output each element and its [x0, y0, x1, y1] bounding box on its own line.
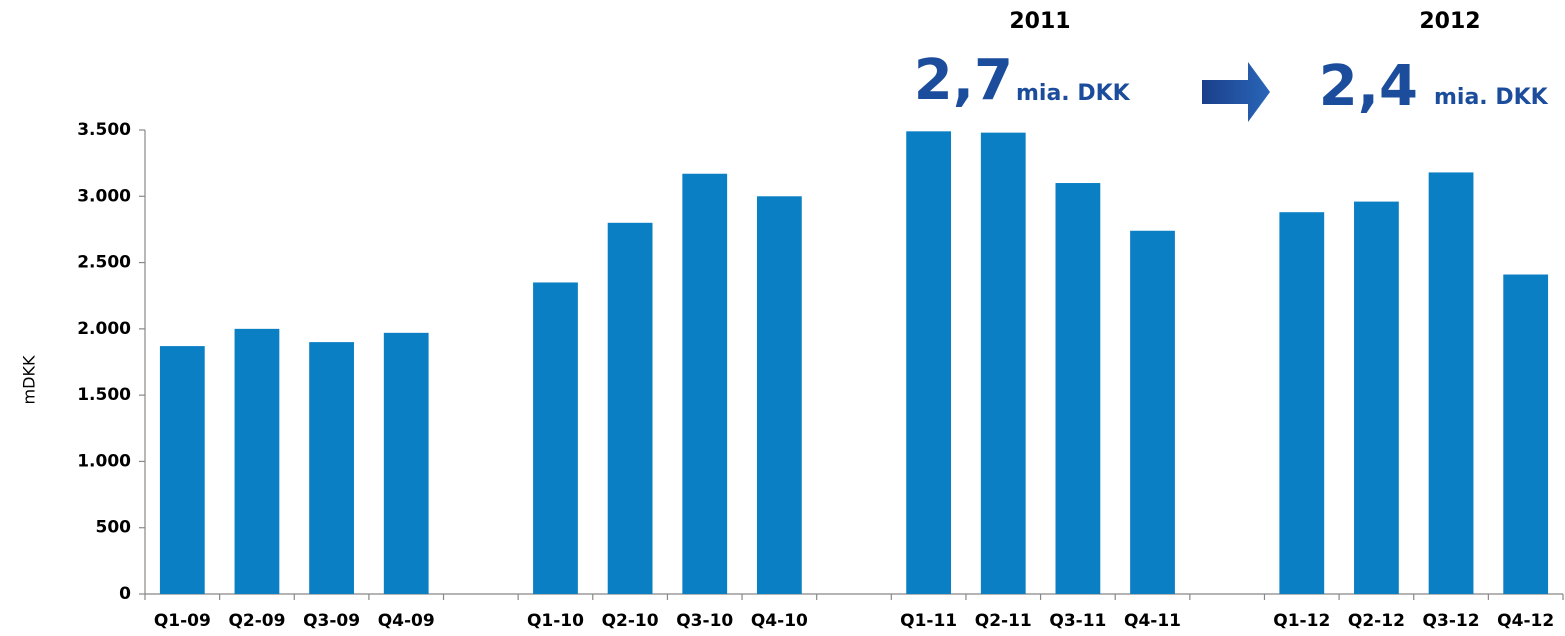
- x-tick-label: Q2-10: [602, 611, 659, 631]
- x-tick-label: Q1-10: [527, 611, 584, 631]
- x-tick-label: Q1-09: [154, 611, 211, 631]
- bar: [756, 196, 802, 595]
- annotation-value: 2,7: [914, 48, 1013, 113]
- x-tick-label: Q3-11: [1049, 611, 1106, 631]
- x-tick-label: Q3-12: [1423, 611, 1480, 631]
- y-tick-label: 2.500: [77, 253, 131, 273]
- bar: [1130, 230, 1175, 595]
- annotation-unit: mia. DKK: [1016, 81, 1131, 106]
- y-tick-label: 500: [96, 518, 132, 538]
- x-tick-label: Q3-10: [676, 611, 733, 631]
- y-tick-label: 1.000: [77, 451, 131, 471]
- bar: [1279, 212, 1325, 595]
- annotation-unit: mia. DKK: [1434, 85, 1549, 110]
- bar: [1055, 183, 1101, 594]
- x-tick-label: Q2-11: [975, 611, 1032, 631]
- bar: [980, 132, 1026, 594]
- bar: [906, 131, 952, 594]
- y-axis-label: mDKK: [20, 355, 39, 404]
- x-tick-label: Q2-12: [1348, 611, 1405, 631]
- y-tick-label: 2.000: [77, 319, 131, 339]
- bar: [159, 346, 205, 594]
- x-tick-label: Q2-09: [228, 611, 285, 631]
- x-tick-label: Q1-12: [1273, 611, 1330, 631]
- bar: [234, 328, 280, 594]
- x-tick-label: Q3-09: [303, 611, 360, 631]
- annotation-year: 2012: [1419, 9, 1480, 34]
- y-tick-label: 0: [119, 584, 131, 604]
- bar: [383, 332, 429, 594]
- x-tick-label: Q1-11: [900, 611, 957, 631]
- arrow: [1202, 62, 1270, 122]
- y-tick-label: 3.500: [77, 120, 131, 140]
- x-tick-label: Q4-11: [1124, 611, 1181, 631]
- y-tick-label: 1.500: [77, 385, 131, 405]
- annotation-year: 2011: [1009, 9, 1070, 34]
- bar: [309, 342, 354, 594]
- bar: [1428, 172, 1474, 594]
- y-tick-label: 3.000: [77, 186, 131, 206]
- x-tick-label: Q4-12: [1497, 611, 1554, 631]
- bar: [682, 173, 728, 594]
- bar: [607, 222, 653, 595]
- bar: [1503, 274, 1549, 594]
- x-tick-label: Q4-09: [378, 611, 435, 631]
- x-tick-label: Q4-10: [751, 611, 808, 631]
- annotation-value: 2,4: [1319, 54, 1418, 119]
- bar: [1354, 201, 1399, 595]
- bar: [533, 282, 578, 594]
